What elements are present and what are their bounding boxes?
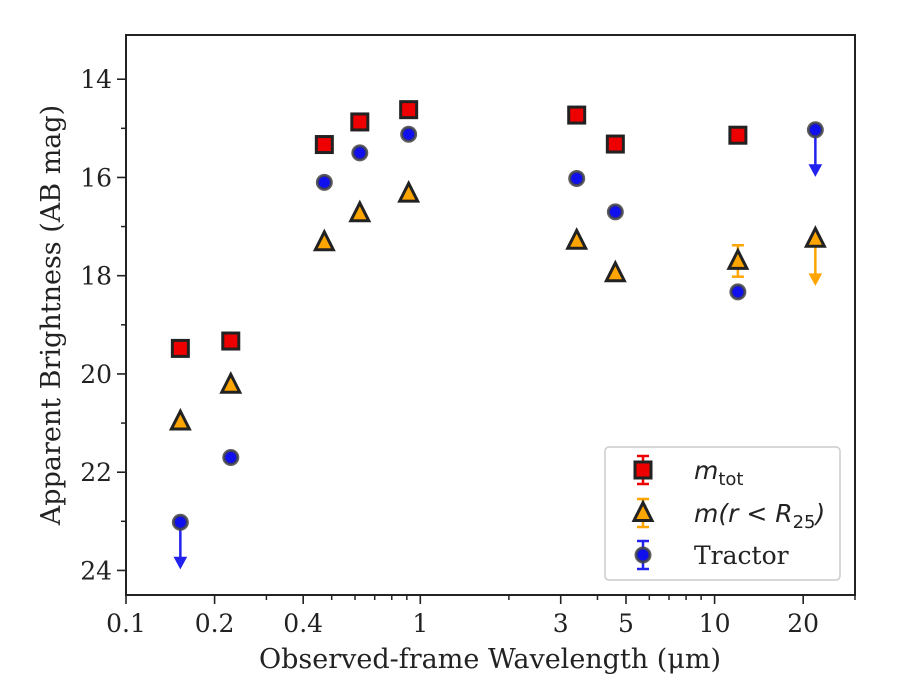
- legend-marker-m-r25: [631, 499, 655, 522]
- legend-marker-tractor: [634, 546, 652, 564]
- point-m-tot: [221, 331, 241, 351]
- legend-label-m-tot: mtot: [694, 456, 744, 490]
- x-axis-label: Observed-frame Wavelength (μm): [259, 644, 721, 675]
- point-tractor: [606, 203, 624, 221]
- series-tractor: [171, 121, 824, 570]
- series-m-r25: [168, 179, 827, 431]
- x-tick-label: 20: [787, 609, 819, 638]
- point-tractor: [806, 121, 824, 139]
- x-tick-label: 3: [553, 609, 569, 638]
- point-tractor: [568, 169, 586, 187]
- point-m-r25-upper-limit-arrow: [808, 273, 823, 286]
- x-tick-label: 0.4: [283, 609, 323, 638]
- y-axis-ticks: 14 16 18 20 22 24: [80, 65, 126, 585]
- y-tick-label: 14: [80, 65, 112, 94]
- point-tractor-upper-limit-arrow: [808, 164, 823, 177]
- x-tick-label: 0.2: [195, 609, 235, 638]
- legend-marker-m-tot: [633, 460, 653, 480]
- point-m-tot: [728, 125, 748, 145]
- point-tractor: [400, 125, 418, 143]
- x-axis-ticks: 0.1 0.2 0.4 1 3 5 10 20: [106, 595, 856, 638]
- point-m-tot: [399, 100, 419, 120]
- point-m-r25: [312, 228, 336, 252]
- point-m-tot: [170, 338, 190, 358]
- point-tractor: [222, 448, 240, 466]
- x-tick-label: 0.1: [106, 609, 146, 638]
- legend-label-m-r25: m(r < R25): [694, 499, 825, 533]
- point-m-tot: [567, 105, 587, 125]
- point-m-r25: [168, 407, 192, 431]
- plot-frame: [125, 34, 856, 596]
- point-m-tot: [605, 134, 625, 154]
- x-tick-label: 10: [699, 609, 731, 638]
- point-m-tot: [314, 135, 334, 155]
- point-m-r25: [565, 227, 589, 250]
- y-tick-label: 18: [80, 262, 112, 291]
- point-m-r25: [348, 199, 372, 223]
- x-tick-label: 5: [618, 609, 634, 638]
- point-m-r25: [603, 259, 627, 283]
- series-m-tot: [170, 100, 748, 358]
- legend: mtot m(r < R25) Tractor: [604, 446, 841, 581]
- point-m-r25: [219, 371, 243, 394]
- point-m-r25: [397, 179, 421, 203]
- y-tick-label: 20: [80, 360, 112, 389]
- point-tractor-upper-limit-arrow: [173, 556, 188, 570]
- point-tractor: [729, 283, 747, 301]
- legend-box: [604, 446, 841, 581]
- y-tick-label: 16: [80, 163, 112, 192]
- y-tick-label: 22: [80, 458, 112, 487]
- point-tractor: [351, 144, 369, 162]
- point-m-r25: [726, 247, 750, 270]
- point-m-r25: [803, 225, 827, 248]
- y-tick-label: 24: [80, 556, 112, 585]
- plot-marks: [168, 100, 827, 570]
- point-tractor: [171, 513, 189, 531]
- legend-label-tractor: Tractor: [694, 541, 789, 570]
- x-tick-label: 1: [412, 609, 428, 638]
- point-m-tot: [350, 112, 370, 132]
- point-tractor: [315, 173, 333, 191]
- y-axis-label: Apparent Brightness (AB mag): [36, 105, 67, 526]
